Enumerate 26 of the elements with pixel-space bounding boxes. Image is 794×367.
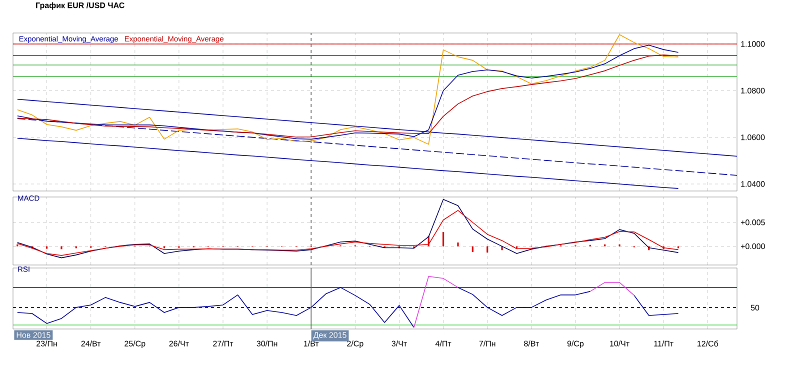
x-tick-label: 27/Пт (213, 340, 234, 346)
y-tick-label: 1.0400 (741, 181, 765, 187)
x-tick-label: 26/Чт (169, 340, 189, 346)
x-tick-label: 1/Вт (304, 340, 319, 346)
x-tick-label: 3/Чт (392, 340, 407, 346)
x-tick-label: 30/Пн (256, 340, 278, 346)
x-tick-label: 11/Пт (654, 340, 674, 346)
x-tick-label: 12/Сб (698, 340, 718, 346)
y-tick-label: 1.0800 (741, 88, 765, 94)
x-tick-label: 24/Вт (81, 340, 101, 346)
y-tick-label: +0.005 (740, 220, 765, 226)
x-tick-label: 2/Ср (347, 340, 364, 348)
ref-line-label: Дек 2015 (313, 332, 346, 340)
y-tick-label: 1.0600 (741, 134, 765, 140)
x-tick-label: 10/Чт (610, 340, 630, 346)
text: Нов 2015 (16, 332, 50, 338)
y-tick-label: +0.000 (740, 243, 765, 250)
x-tick-label: 4/Пт (435, 340, 452, 346)
x-tick-label: 8/Вт (524, 340, 539, 346)
chart-title: График EUR /USD ЧАС (36, 2, 124, 10)
x-tick-label: 9/Ср (567, 340, 584, 348)
x-tick-label: 23/Пн (36, 340, 57, 346)
x-tick-label: 25/Ср (124, 340, 146, 348)
y-tick-label: 1.1000 (741, 41, 765, 47)
text: 50 (750, 304, 760, 310)
x-tick-label: 7/Пн (479, 340, 496, 346)
